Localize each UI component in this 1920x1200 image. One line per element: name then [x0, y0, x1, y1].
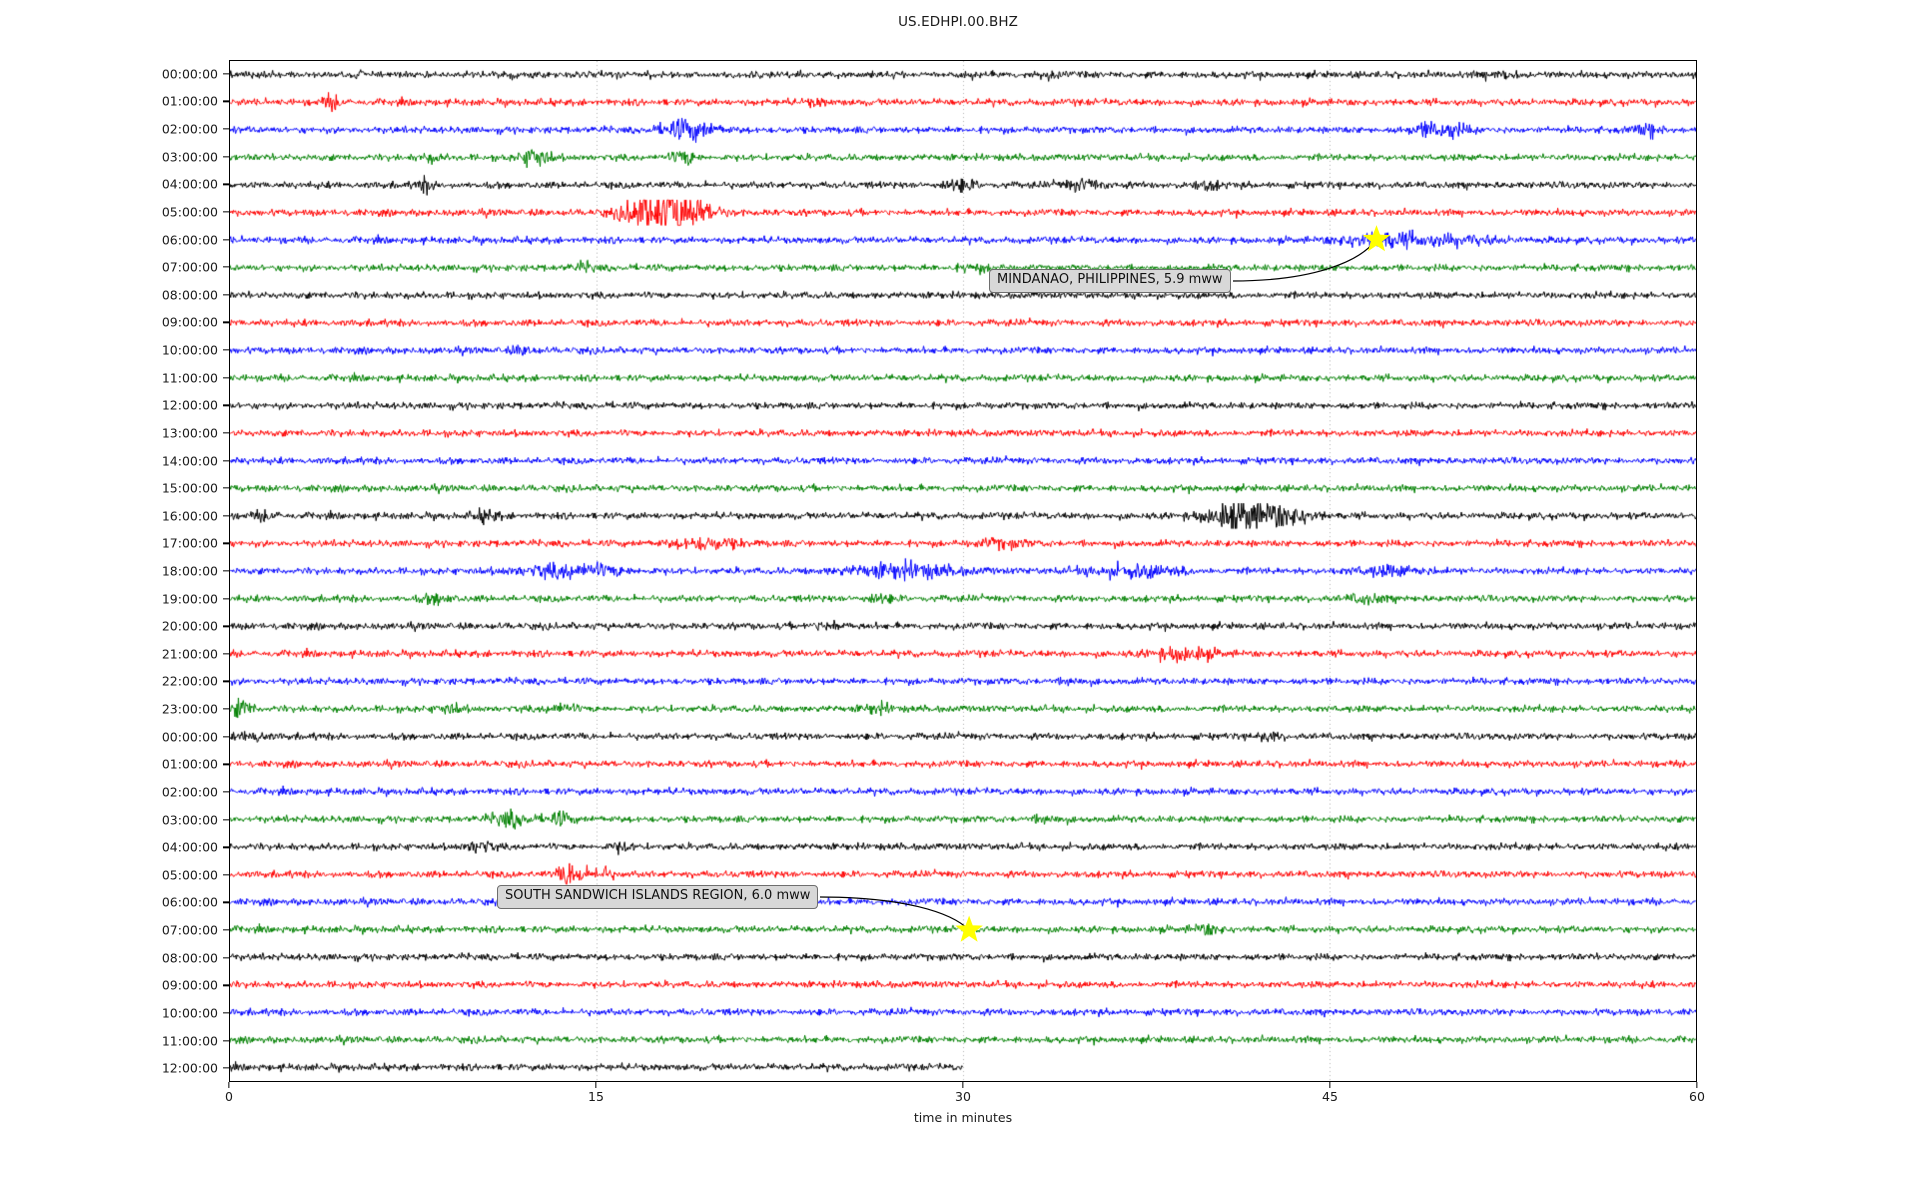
chart-title-text: US.EDHPI.00.BHZ: [898, 14, 1018, 30]
page-title: US.EDHPI.00.BHZ: [0, 14, 1920, 30]
event-annotation-label: SOUTH SANDWICH ISLANDS REGION, 6.0 mww: [505, 888, 811, 903]
plot-axes: [229, 60, 1697, 1082]
event-annotation-label: MINDANAO, PHILIPPINES, 5.9 mww: [997, 272, 1223, 287]
event-annotation-box: SOUTH SANDWICH ISLANDS REGION, 6.0 mww: [497, 885, 819, 909]
event-annotation-box: MINDANAO, PHILIPPINES, 5.9 mww: [989, 269, 1231, 293]
x-axis-label: time in minutes: [913, 1110, 1013, 1125]
